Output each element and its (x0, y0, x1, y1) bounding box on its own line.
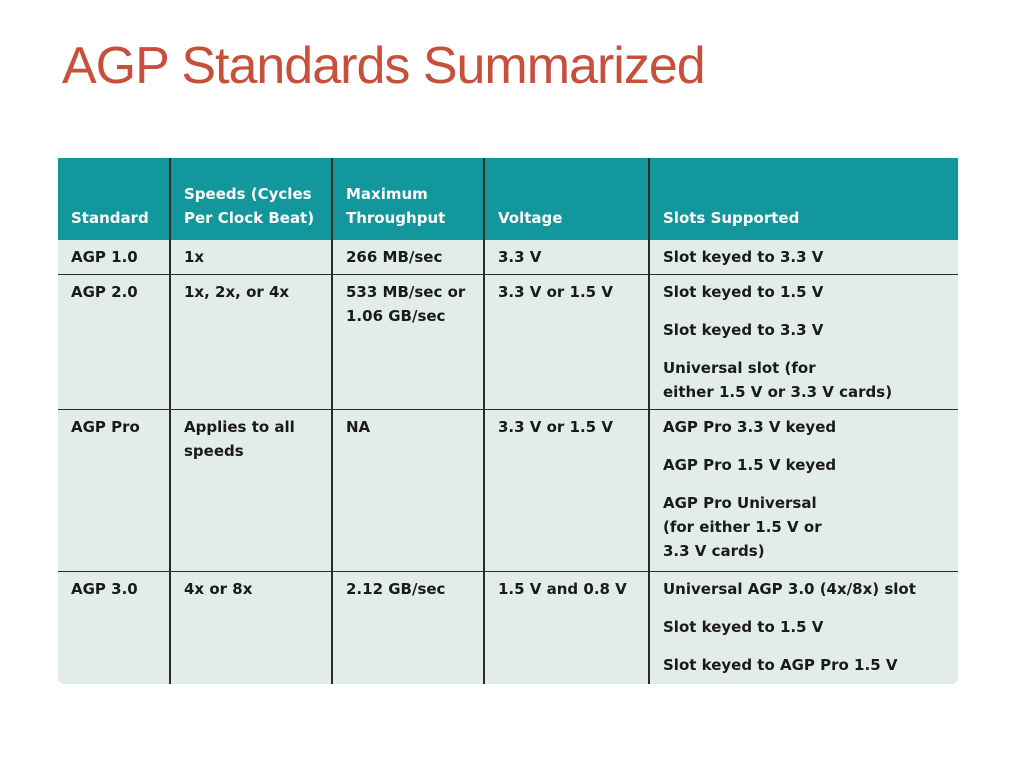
table-body: AGP 1.0 1x 266 MB/sec 3.3 V Slot keyed t… (58, 240, 958, 684)
cell-speeds: Applies to all speeds (169, 409, 332, 572)
slide-title: AGP Standards Summarized (62, 37, 706, 95)
cell-throughput: 266 MB/sec (331, 240, 484, 275)
table-header: Standard Speeds (Cycles Per Clock Beat) … (58, 158, 958, 240)
slot-item: AGP Pro 3.3 V keyed (663, 418, 837, 436)
cell-standard: AGP 1.0 (58, 240, 170, 275)
table-row: AGP Pro Applies to all speeds NA 3.3 V o… (58, 409, 958, 572)
cell-slots: Universal AGP 3.0 (4x/8x) slot Slot keye… (648, 571, 958, 684)
header-speeds: Speeds (Cycles Per Clock Beat) (169, 158, 332, 240)
agp-standards-table: Standard Speeds (Cycles Per Clock Beat) … (58, 158, 958, 684)
cell-throughput: NA (331, 409, 484, 572)
header-voltage: Voltage (483, 158, 649, 240)
table-row: AGP 2.0 1x, 2x, or 4x 533 MB/sec or 1.06… (58, 274, 958, 410)
table-row: AGP 1.0 1x 266 MB/sec 3.3 V Slot keyed t… (58, 240, 958, 275)
slot-item: Slot keyed to 3.3 V (663, 248, 824, 266)
slot-item: AGP Pro 1.5 V keyed (663, 456, 837, 474)
cell-speeds: 1x, 2x, or 4x (169, 274, 332, 410)
header-slots-supported: Slots Supported (648, 158, 958, 240)
slot-item: Slot keyed to 1.5 V (663, 618, 824, 636)
header-standard: Standard (58, 158, 170, 240)
cell-standard: AGP 3.0 (71, 580, 138, 598)
table-row: AGP 3.0 4x or 8x 2.12 GB/sec 1.5 V and 0… (58, 571, 958, 684)
slot-item: Slot keyed to AGP Pro 1.5 V (663, 656, 898, 674)
cell-slots: AGP Pro 3.3 V keyed AGP Pro 1.5 V keyed … (648, 409, 958, 572)
cell-throughput: 2.12 GB/sec (331, 571, 484, 684)
header-row: Standard Speeds (Cycles Per Clock Beat) … (58, 158, 958, 240)
header-max-throughput: Maximum Throughput (331, 158, 484, 240)
cell-voltage: 3.3 V or 1.5 V (483, 274, 649, 410)
cell-voltage: 1.5 V and 0.8 V (483, 571, 649, 684)
cell-slots: Slot keyed to 3.3 V (648, 240, 958, 275)
slot-item: AGP Pro Universal (for either 1.5 V or 3… (663, 494, 822, 560)
slot-item: Universal AGP 3.0 (4x/8x) slot (663, 580, 916, 598)
cell-standard: AGP 2.0 (58, 274, 170, 410)
slot-item: Universal slot (for either 1.5 V or 3.3 … (663, 359, 893, 401)
agp-standards-table-container: Standard Speeds (Cycles Per Clock Beat) … (58, 158, 958, 684)
slot-item: Slot keyed to 1.5 V (663, 283, 824, 301)
cell-voltage: 3.3 V or 1.5 V (483, 409, 649, 572)
cell-slots: Slot keyed to 1.5 V Slot keyed to 3.3 V … (648, 274, 958, 410)
cell-standard: AGP Pro (58, 409, 170, 572)
slot-item: Slot keyed to 3.3 V (663, 321, 824, 339)
cell-speeds: 4x or 8x (169, 571, 332, 684)
cell-voltage: 3.3 V (483, 240, 649, 275)
cell-speeds: 1x (169, 240, 332, 275)
cell-throughput: 533 MB/sec or 1.06 GB/sec (331, 274, 484, 410)
